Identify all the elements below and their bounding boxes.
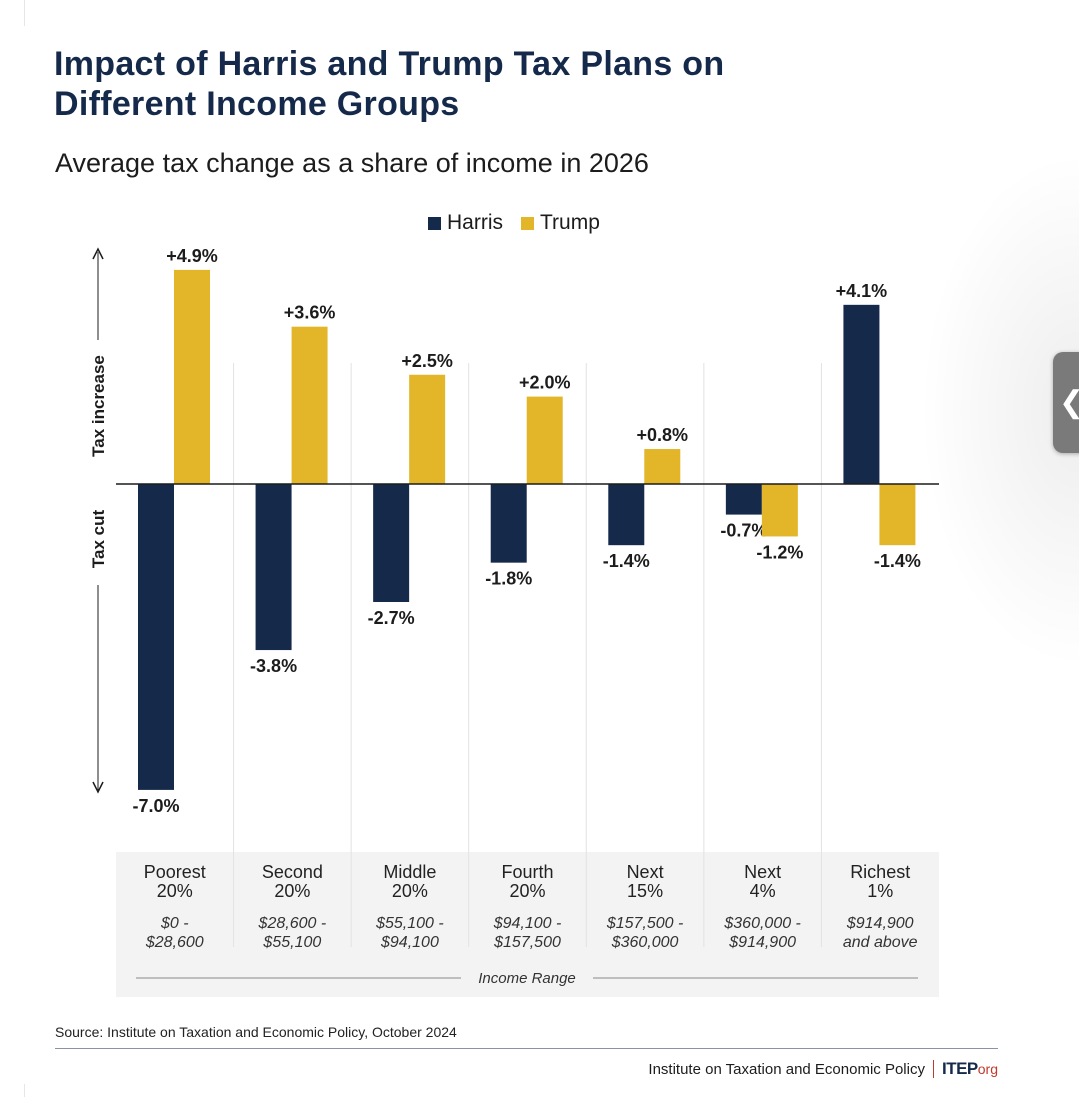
bar-harris-5: [608, 484, 645, 546]
legend-label-harris: Harris: [447, 211, 503, 234]
income-range-line1: $28,600 -: [258, 915, 327, 932]
category-label-line1: Next: [744, 862, 781, 882]
bar-trump-6: [761, 484, 798, 537]
legend-item-harris: Harris: [428, 211, 503, 235]
category-panel: [116, 852, 939, 997]
category-label-line2: 4%: [750, 881, 776, 901]
footer-org-name: Institute on Taxation and Economic Polic…: [648, 1060, 925, 1078]
data-label-harris-5: -1.4%: [603, 551, 650, 571]
category-label-line2: 20%: [274, 881, 310, 901]
footer: Institute on Taxation and Economic Polic…: [648, 1059, 998, 1079]
footer-separator: [932, 1060, 934, 1078]
income-range-line2: $28,600: [145, 934, 204, 951]
side-panel-toggle[interactable]: ❮: [1053, 352, 1079, 453]
chart-subtitle: Average tax change as a share of income …: [55, 148, 649, 178]
income-range-line2: $914,900: [728, 934, 796, 951]
bar-harris-2: [255, 484, 292, 651]
category-label-line2: 20%: [392, 881, 428, 901]
income-range-line2: and above: [843, 934, 918, 951]
data-label-trump-2: +3.6%: [284, 303, 336, 323]
chart-title: Impact of Harris and Trump Tax Plans on …: [54, 45, 725, 123]
data-label-trump-3: +2.5%: [401, 351, 453, 371]
data-label-harris-1: -7.0%: [132, 796, 179, 816]
category-label-line2: 20%: [509, 881, 545, 901]
data-label-trump-4: +2.0%: [519, 373, 571, 393]
footer-divider: [55, 1048, 998, 1049]
itep-logo-suffix: org: [977, 1061, 998, 1077]
legend-item-trump: Trump: [521, 211, 600, 235]
category-label-line1: Richest: [850, 862, 910, 882]
axis-arrow-up-head: [92, 247, 104, 260]
bar-harris-1: [138, 484, 174, 790]
legend-swatch-trump: [521, 216, 534, 230]
bar-chart: -7.0% -3.8% -2.7% -1.8% -1.4% -0.7% +4.1% +4.9%…: [89, 246, 939, 987]
bar-trump-2: [291, 326, 328, 484]
bar-trump-4: [526, 396, 563, 484]
income-range-line1: $914,900: [846, 915, 914, 932]
source-note: Source: Institute on Taxation and Econom…: [55, 1024, 457, 1040]
category-label-line1: Middle: [383, 862, 436, 882]
income-range-line1: $55,100 -: [375, 915, 444, 932]
data-label-trump-1: +4.9%: [166, 246, 218, 266]
data-label-trump-6: -1.2%: [756, 542, 803, 562]
data-label-harris-2: -3.8%: [250, 656, 297, 676]
edge-shadow: [919, 150, 1079, 670]
category-label-line2: 15%: [627, 881, 663, 901]
income-range-line2: $94,100: [380, 934, 439, 951]
income-range-line2: $360,000: [611, 934, 679, 951]
income-range-line1: $360,000 -: [723, 915, 801, 932]
itep-logo-text: ITEP: [941, 1059, 978, 1078]
x-axis-title: Income Range: [478, 970, 576, 987]
income-range-line2: $157,500: [493, 934, 561, 951]
category-label-line1: Second: [262, 862, 323, 882]
data-label-harris-4: -1.8%: [485, 569, 532, 589]
data-label-trump-5: +0.8%: [637, 425, 689, 445]
bar-harris-4: [490, 484, 527, 563]
income-range-line1: $157,500 -: [606, 915, 684, 932]
bar-harris-3: [373, 484, 410, 602]
data-label-harris-7: +4.1%: [836, 281, 888, 301]
edge-line-bottom: [24, 1084, 25, 1097]
edge-line-top: [24, 0, 25, 26]
category-label-line1: Next: [627, 862, 664, 882]
data-label-trump-7: -1.4%: [874, 551, 921, 571]
category-label-line1: Poorest: [144, 862, 206, 882]
data-label-harris-3: -2.7%: [368, 608, 415, 628]
bar-trump-1: [174, 269, 210, 484]
axis-arrow-down-head: [92, 781, 104, 794]
bar-harris-7: [843, 304, 880, 484]
y-axis-label-increase: Tax increase: [89, 355, 108, 457]
legend-swatch-harris: [428, 216, 441, 230]
category-label-line1: Fourth: [501, 862, 553, 882]
category-label-line2: 1%: [867, 881, 893, 901]
bar-trump-3: [409, 374, 446, 484]
bar-harris-6: [725, 484, 762, 515]
chevron-left-icon: ❮: [1059, 387, 1079, 418]
income-range-line2: $55,100: [262, 934, 321, 951]
legend-label-trump: Trump: [540, 211, 600, 234]
data-label-harris-6: -0.7%: [720, 521, 767, 541]
income-range-line1: $0 -: [160, 915, 189, 932]
chart-legend: Harris Trump: [428, 210, 618, 236]
bar-trump-5: [644, 449, 681, 484]
income-range-line1: $94,100 -: [493, 915, 562, 932]
category-label-line2: 20%: [157, 881, 193, 901]
bar-trump-7: [879, 484, 916, 546]
y-axis-label-cut: Tax cut: [89, 510, 108, 569]
